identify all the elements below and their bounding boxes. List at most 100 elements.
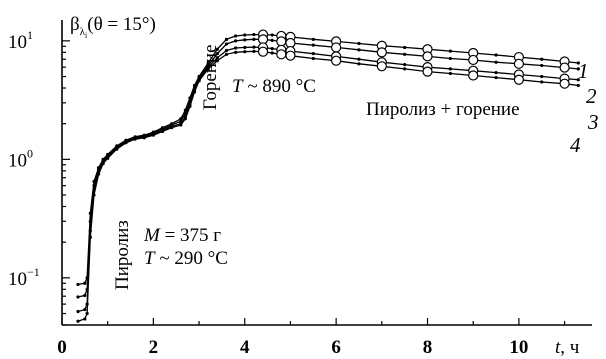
series-line-1 — [77, 33, 579, 286]
data-point-marker — [376, 61, 387, 72]
data-point-marker — [331, 55, 342, 66]
data-point — [197, 79, 201, 83]
data-point — [188, 104, 192, 108]
data-point-marker — [276, 49, 287, 60]
data-point — [576, 67, 580, 71]
y-axis-label: βλi(θ = 15°) — [70, 14, 156, 40]
data-point — [270, 33, 274, 37]
data-point — [357, 48, 361, 52]
data-point — [448, 56, 452, 61]
data-point — [494, 75, 498, 80]
mass-var: M — [143, 225, 161, 246]
data-point — [540, 80, 544, 84]
data-point — [224, 42, 229, 46]
data-point — [576, 61, 580, 65]
temp-high-value: ~ 890 °С — [243, 76, 316, 97]
data-point — [76, 309, 80, 314]
annotation-pyrolysis-combustion: Пиролиз + горение — [366, 99, 520, 120]
data-point — [448, 67, 452, 71]
x-tick-label: 6 — [331, 337, 341, 358]
temp-low-value: ~ 290 °С — [155, 248, 228, 269]
data-point — [270, 47, 274, 51]
data-point — [576, 78, 580, 82]
axes — [61, 20, 592, 326]
y-label-prefix: β — [70, 14, 80, 35]
data-point — [215, 47, 219, 51]
data-point — [252, 49, 256, 53]
data-point — [243, 38, 247, 42]
annotation-temp-high: T ~ 890 °С — [232, 76, 316, 97]
y-tick-exp: 1 — [27, 28, 33, 42]
y-tick-exp: 0 — [27, 146, 33, 160]
data-point — [88, 235, 92, 239]
data-point — [76, 282, 80, 287]
data-point — [192, 90, 197, 94]
data-point — [357, 62, 361, 66]
series-label-4: 4 — [570, 133, 581, 157]
series-group — [76, 29, 580, 323]
x-tick-label: 0 — [57, 337, 67, 358]
x-label-unit: , ч — [560, 337, 580, 358]
data-point-marker — [513, 74, 524, 85]
data-point — [160, 129, 165, 134]
data-point — [151, 133, 155, 137]
y-label-subsub: i — [85, 31, 88, 40]
y-tick-label: 101 — [8, 28, 33, 53]
data-point-marker — [468, 54, 479, 66]
data-point-marker — [513, 58, 524, 69]
data-point — [311, 52, 315, 56]
data-point — [270, 38, 274, 42]
data-point — [215, 52, 219, 56]
data-point-marker — [257, 46, 269, 57]
y-tick-exp: −1 — [27, 265, 40, 279]
data-point — [403, 67, 407, 71]
data-point — [224, 37, 229, 41]
data-point-marker — [376, 47, 387, 58]
data-point — [403, 63, 407, 67]
data-point — [85, 311, 89, 316]
data-point-marker — [468, 70, 479, 81]
annotation-pyrolysis: Пиролиз — [112, 220, 133, 290]
data-point — [540, 57, 544, 61]
data-point — [252, 32, 256, 37]
data-point — [106, 156, 110, 160]
data-point — [252, 45, 256, 49]
mass-value: = 375 г — [160, 225, 221, 246]
data-point-marker — [422, 66, 433, 77]
data-point — [494, 60, 498, 64]
data-point — [234, 46, 238, 50]
data-point — [234, 50, 238, 54]
temp-low-var: T — [144, 248, 156, 269]
data-point — [183, 117, 187, 121]
data-point — [83, 307, 87, 312]
data-point — [311, 37, 315, 41]
y-label-suffix: (θ = 15°) — [87, 14, 156, 35]
y-label-sub: λ — [80, 26, 86, 38]
data-point — [92, 193, 96, 197]
data-point — [206, 67, 210, 71]
data-point — [540, 74, 544, 79]
data-point — [252, 37, 256, 41]
data-point — [96, 172, 101, 176]
data-point-marker — [276, 36, 287, 47]
data-point — [76, 295, 80, 299]
annotation-temp-low: T ~ 290 °С — [144, 248, 228, 269]
x-tick-label: 10 — [509, 337, 528, 358]
data-point — [234, 34, 238, 38]
data-point — [311, 56, 315, 61]
series-label-3: 3 — [587, 110, 599, 134]
annotation-combustion: Горение — [200, 44, 221, 110]
data-point — [243, 50, 247, 54]
data-point — [224, 48, 229, 53]
series-label-1: 1 — [578, 59, 589, 83]
y-tick-label: 10−1 — [8, 265, 40, 290]
x-axis-label: t, ч — [555, 337, 580, 358]
data-point — [83, 293, 87, 298]
data-point — [215, 56, 219, 60]
data-point — [494, 70, 498, 75]
data-point — [494, 53, 498, 57]
data-point — [243, 33, 247, 37]
data-point-marker — [285, 50, 296, 61]
data-point — [133, 137, 137, 141]
